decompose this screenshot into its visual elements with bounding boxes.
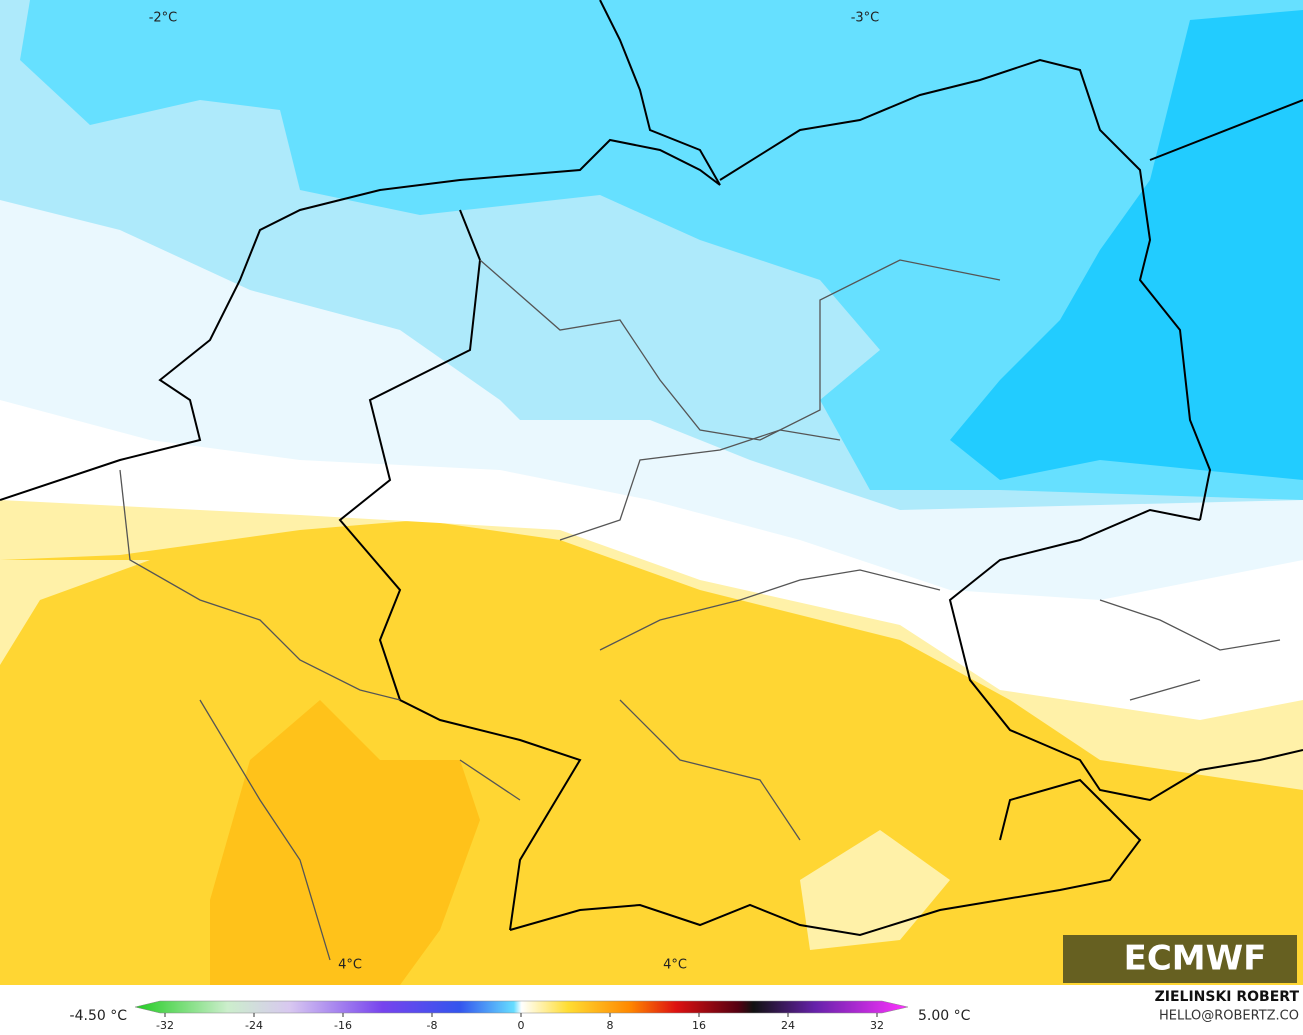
tick-label: 24 bbox=[781, 1019, 795, 1032]
logo: ECMWF bbox=[1124, 939, 1267, 979]
field-orange bbox=[210, 700, 480, 985]
tick-label: -32 bbox=[156, 1019, 174, 1032]
logo-box bbox=[1063, 935, 1297, 983]
tick-label: -16 bbox=[334, 1019, 352, 1032]
tick-label: 8 bbox=[607, 1019, 614, 1032]
field-deep-cyan bbox=[950, 10, 1303, 480]
tick-label: -24 bbox=[245, 1019, 263, 1032]
tick-label: 0 bbox=[518, 1019, 525, 1032]
tick-label: -8 bbox=[427, 1019, 438, 1032]
legend-max: 5.00 °C bbox=[918, 1008, 971, 1024]
isotherm-label: -3°C bbox=[851, 11, 880, 26]
borders bbox=[119, 259, 1281, 961]
colorbar bbox=[134, 1000, 909, 1014]
field-cyan bbox=[20, 0, 1303, 500]
legend-min: -4.50 °C bbox=[70, 1008, 128, 1024]
map: -2°C -3°C 4°C 4°C ECMWF bbox=[0, 0, 1303, 985]
isotherm-label: 4°C bbox=[663, 958, 687, 973]
author: ZIELINSKI ROBERT bbox=[1155, 989, 1300, 1005]
contact: HELLO@ROBERTZ.CO bbox=[1159, 1009, 1299, 1024]
isotherm-label: -2°C bbox=[149, 11, 178, 26]
isotherm-label: 4°C bbox=[338, 958, 362, 973]
coastlines bbox=[0, 0, 1303, 937]
colorbar-ticks: -32 -24 -16 -8 0 8 16 24 32 bbox=[156, 1013, 884, 1032]
tick-label: 16 bbox=[692, 1019, 706, 1032]
field-pale-patches bbox=[0, 560, 950, 950]
tick-label: 32 bbox=[870, 1019, 884, 1032]
